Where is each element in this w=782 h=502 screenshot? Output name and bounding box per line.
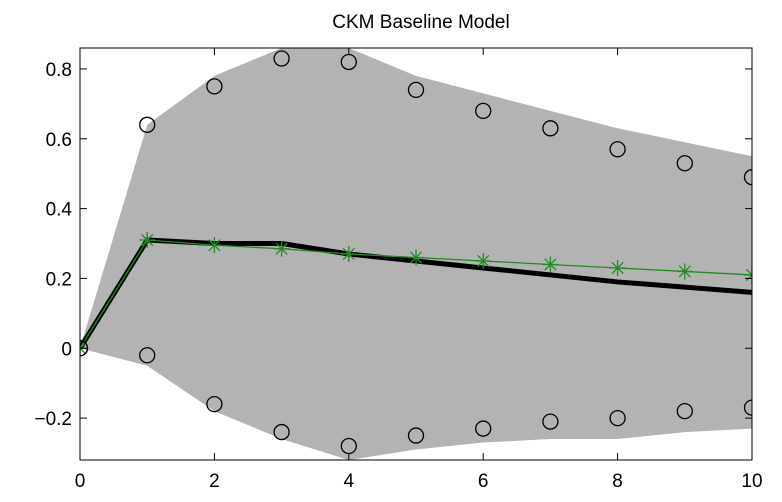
circle-marker [206,395,223,413]
x-tick-label: 4 [344,471,355,492]
star-marker [206,237,223,254]
star-marker [475,252,492,269]
circle-marker [743,399,752,416]
star-marker [542,256,559,273]
circle-marker [609,409,626,427]
y-tick-label: 0.8 [46,60,72,81]
x-tick-label: 8 [612,471,623,492]
circle-marker [407,427,425,444]
circle-marker [273,50,290,67]
x-tick-label: 0 [75,471,86,492]
circle-marker [80,340,89,357]
circle-marker [407,81,425,99]
y-tick-label: 0.6 [46,130,72,151]
star-marker [273,240,290,257]
axes-frame [79,47,753,461]
circle-marker [475,102,492,119]
y-tick-label: 0.2 [46,269,72,290]
x-tick-label: 10 [741,471,762,492]
x-tick-label: 2 [209,471,220,492]
plot-area [80,48,752,460]
circle-marker [676,402,693,420]
circle-marker [542,120,559,137]
star-marker [609,259,626,276]
star-marker [340,246,357,262]
axis-ticks [79,48,753,460]
circle-marker [475,420,492,437]
circle-marker [206,78,223,95]
circle-marker [743,169,752,186]
y-tick-label: −0.2 [34,409,72,430]
circle-marker [273,423,290,441]
star-marker [408,249,424,266]
circle-marker [542,413,559,430]
y-tick-label: 0.4 [46,200,73,221]
star-marker [139,232,156,249]
circle-marker [139,347,156,364]
y-tick-label: 0 [61,339,72,360]
star-marker [676,263,693,280]
x-tick-label: 6 [478,471,489,492]
circle-marker [676,155,693,172]
chart-title: CKM Baseline Model [332,12,509,33]
circle-marker [609,141,626,158]
circle-marker [139,116,156,133]
axis-tick-labels: 0 2 4 6 8 10 −0.2 0 0.2 0.4 0.6 0.8 [34,60,762,492]
